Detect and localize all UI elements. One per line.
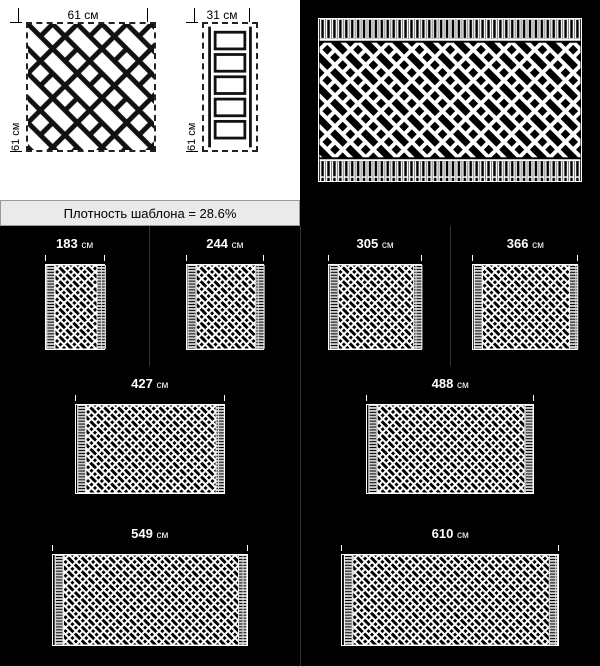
- size-cell-183: 183 см: [0, 226, 150, 366]
- size-label: 366 см: [472, 236, 578, 251]
- size-row-2: 427 см 488 см: [0, 366, 600, 516]
- sample-swatch: [328, 264, 422, 350]
- sample-swatch: [366, 404, 534, 494]
- size-row-3: 549 см 610 см: [0, 516, 600, 666]
- size-label: 427 см: [75, 376, 225, 391]
- sample-swatch: [186, 264, 264, 350]
- sample-swatch: [52, 554, 248, 646]
- size-row-1: 183 см 244 см: [0, 226, 600, 366]
- size-cell-549: 549 см: [0, 516, 301, 666]
- sample-swatch: [45, 264, 105, 350]
- size-label: 305 см: [328, 236, 422, 251]
- sample-swatch: [75, 404, 225, 494]
- density-label: Плотность шаблона = 28.6%: [0, 200, 300, 226]
- herringbone-module-icon: [26, 22, 156, 152]
- module-height-label: 61 см: [10, 22, 22, 152]
- size-label: 244 см: [186, 236, 264, 251]
- size-cell-488: 488 см: [301, 366, 600, 516]
- size-label: 183 см: [45, 236, 105, 251]
- large-sample-svg: [319, 19, 581, 181]
- size-cell-366: 366 см: [451, 226, 600, 366]
- sample-swatch: [472, 264, 578, 350]
- size-label: 610 см: [341, 526, 559, 541]
- technical-drawings-panel: 61 см 61 см: [0, 0, 300, 200]
- size-label: 549 см: [52, 526, 248, 541]
- border-height-label: 61 см: [186, 22, 198, 152]
- sample-swatch: [341, 554, 559, 646]
- module-width-label: 61 см: [18, 8, 148, 22]
- border-module-icon: [202, 22, 258, 152]
- top-row: 61 см 61 см: [0, 0, 600, 200]
- border-width-label: 31 см: [194, 8, 250, 22]
- size-label: 488 см: [366, 376, 534, 391]
- large-sample: [318, 18, 582, 182]
- size-cell-244: 244 см: [150, 226, 300, 366]
- spec-sheet: 61 см 61 см: [0, 0, 600, 666]
- size-cell-305: 305 см: [301, 226, 451, 366]
- large-preview-panel: [300, 0, 600, 200]
- size-cell-427: 427 см: [0, 366, 301, 516]
- size-cell-610: 610 см: [301, 516, 600, 666]
